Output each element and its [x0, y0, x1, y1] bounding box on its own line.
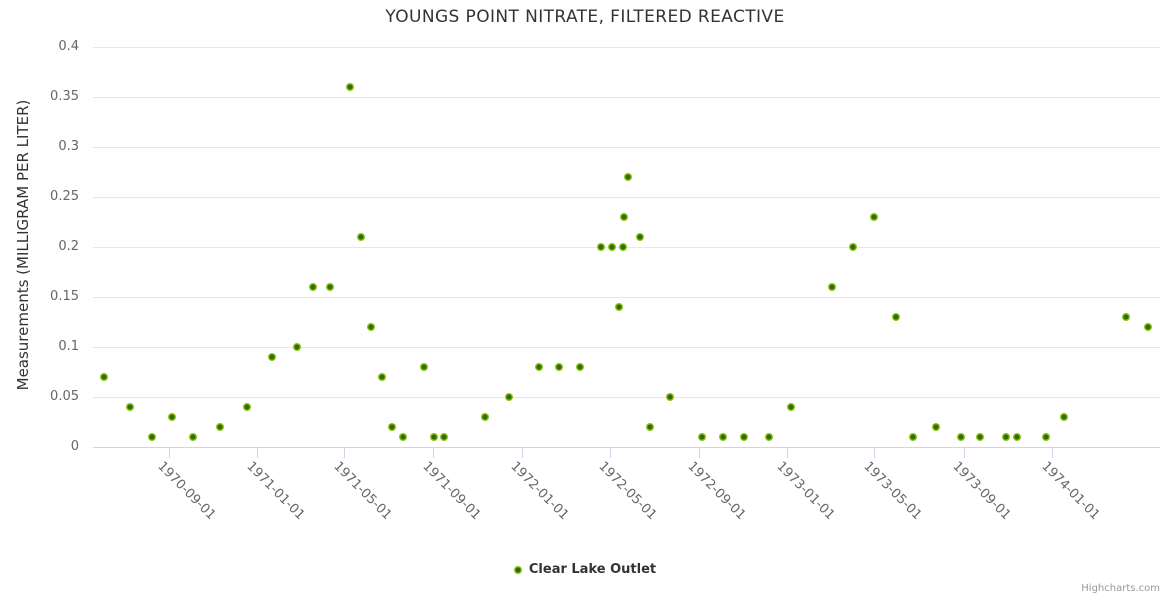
data-point[interactable]	[215, 423, 224, 431]
data-point[interactable]	[125, 403, 134, 411]
x-axis-tick-label: 1973-05-01	[860, 459, 925, 524]
data-point[interactable]	[786, 403, 795, 411]
y-axis-tick-label: 0.25	[50, 189, 79, 204]
y-gridline	[93, 396, 1160, 398]
data-point[interactable]	[849, 243, 858, 251]
data-point[interactable]	[739, 433, 748, 441]
x-axis-tick-label: 1974-01-01	[1038, 459, 1103, 524]
x-axis-tick-mark	[874, 448, 876, 458]
legend-marker-icon	[513, 565, 522, 574]
x-axis-tick-mark	[963, 448, 965, 458]
data-point[interactable]	[1143, 323, 1152, 331]
x-axis-tick-mark	[1052, 448, 1054, 458]
x-axis-tick-label: 1972-05-01	[595, 459, 660, 524]
y-axis-tick-label: 0.15	[50, 289, 79, 304]
x-axis-tick-mark	[698, 448, 700, 458]
data-point[interactable]	[1121, 313, 1130, 321]
data-point[interactable]	[1059, 413, 1068, 421]
y-gridline	[93, 146, 1160, 148]
data-point[interactable]	[242, 403, 251, 411]
legend-item-clear-lake-outlet[interactable]: Clear Lake Outlet	[513, 562, 657, 577]
data-point[interactable]	[619, 243, 628, 251]
data-point[interactable]	[908, 433, 917, 441]
x-axis-tick-mark	[433, 448, 435, 458]
data-point[interactable]	[635, 233, 644, 241]
y-axis-tick-label: 0	[70, 439, 79, 454]
data-point[interactable]	[429, 433, 438, 441]
y-axis-tick-label: 0.35	[50, 89, 79, 104]
data-point[interactable]	[956, 433, 965, 441]
data-point[interactable]	[619, 213, 628, 221]
data-point[interactable]	[1042, 433, 1051, 441]
data-point[interactable]	[1013, 433, 1022, 441]
x-axis-tick-mark	[168, 448, 170, 458]
data-point[interactable]	[976, 433, 985, 441]
x-axis-tick-label: 1971-09-01	[419, 459, 484, 524]
data-point[interactable]	[624, 173, 633, 181]
data-point[interactable]	[440, 433, 449, 441]
data-point[interactable]	[189, 433, 198, 441]
data-point[interactable]	[555, 363, 564, 371]
y-axis-tick-label: 0.05	[50, 389, 79, 404]
data-point[interactable]	[268, 353, 277, 361]
y-axis-tick-label: 0.4	[58, 39, 79, 54]
data-point[interactable]	[168, 413, 177, 421]
x-axis-tick-label: 1973-01-01	[773, 459, 838, 524]
y-axis-tick-label: 0.3	[58, 139, 79, 154]
data-point[interactable]	[481, 413, 490, 421]
y-axis-tick-label: 0.2	[58, 239, 79, 254]
x-axis-tick-label: 1971-01-01	[243, 459, 308, 524]
data-point[interactable]	[891, 313, 900, 321]
data-point[interactable]	[357, 233, 366, 241]
data-point[interactable]	[870, 213, 879, 221]
data-point[interactable]	[608, 243, 617, 251]
x-axis-tick-mark	[521, 448, 523, 458]
data-point[interactable]	[614, 303, 623, 311]
data-point[interactable]	[419, 363, 428, 371]
data-point[interactable]	[99, 373, 108, 381]
data-point[interactable]	[308, 283, 317, 291]
data-point[interactable]	[576, 363, 585, 371]
legend: Clear Lake Outlet	[0, 562, 1170, 577]
highcharts-credits-link[interactable]: Highcharts.com	[1081, 583, 1160, 594]
chart-title: YOUNGS POINT NITRATE, FILTERED REACTIVE	[385, 7, 785, 27]
data-point[interactable]	[377, 373, 386, 381]
data-point[interactable]	[148, 433, 157, 441]
x-axis-tick-label: 1971-05-01	[330, 459, 395, 524]
data-point[interactable]	[504, 393, 513, 401]
data-point[interactable]	[387, 423, 396, 431]
x-axis-tick-mark	[609, 448, 611, 458]
data-point[interactable]	[535, 363, 544, 371]
y-gridline	[93, 346, 1160, 348]
y-axis-tick-label: 0.1	[58, 339, 79, 354]
x-axis-tick-label: 1970-09-01	[154, 459, 219, 524]
y-gridline	[93, 96, 1160, 98]
data-point[interactable]	[366, 323, 375, 331]
x-axis-tick-mark	[344, 448, 346, 458]
data-point[interactable]	[665, 393, 674, 401]
data-point[interactable]	[597, 243, 606, 251]
data-point[interactable]	[931, 423, 940, 431]
data-point[interactable]	[398, 433, 407, 441]
y-gridline	[93, 46, 1160, 48]
data-point[interactable]	[765, 433, 774, 441]
x-axis-tick-mark	[787, 448, 789, 458]
x-axis-tick-label: 1973-09-01	[949, 459, 1014, 524]
data-point[interactable]	[646, 423, 655, 431]
data-point[interactable]	[326, 283, 335, 291]
data-point[interactable]	[292, 343, 301, 351]
data-point[interactable]	[719, 433, 728, 441]
legend-label: Clear Lake Outlet	[528, 562, 657, 577]
x-axis-tick-label: 1972-01-01	[507, 459, 572, 524]
y-gridline	[93, 196, 1160, 198]
data-point[interactable]	[345, 83, 354, 91]
data-point[interactable]	[698, 433, 707, 441]
data-point[interactable]	[828, 283, 837, 291]
x-axis-tick-mark	[257, 448, 259, 458]
x-axis-line	[93, 447, 1160, 448]
y-gridline	[93, 296, 1160, 298]
x-axis-tick-label: 1972-09-01	[684, 459, 749, 524]
data-point[interactable]	[1002, 433, 1011, 441]
